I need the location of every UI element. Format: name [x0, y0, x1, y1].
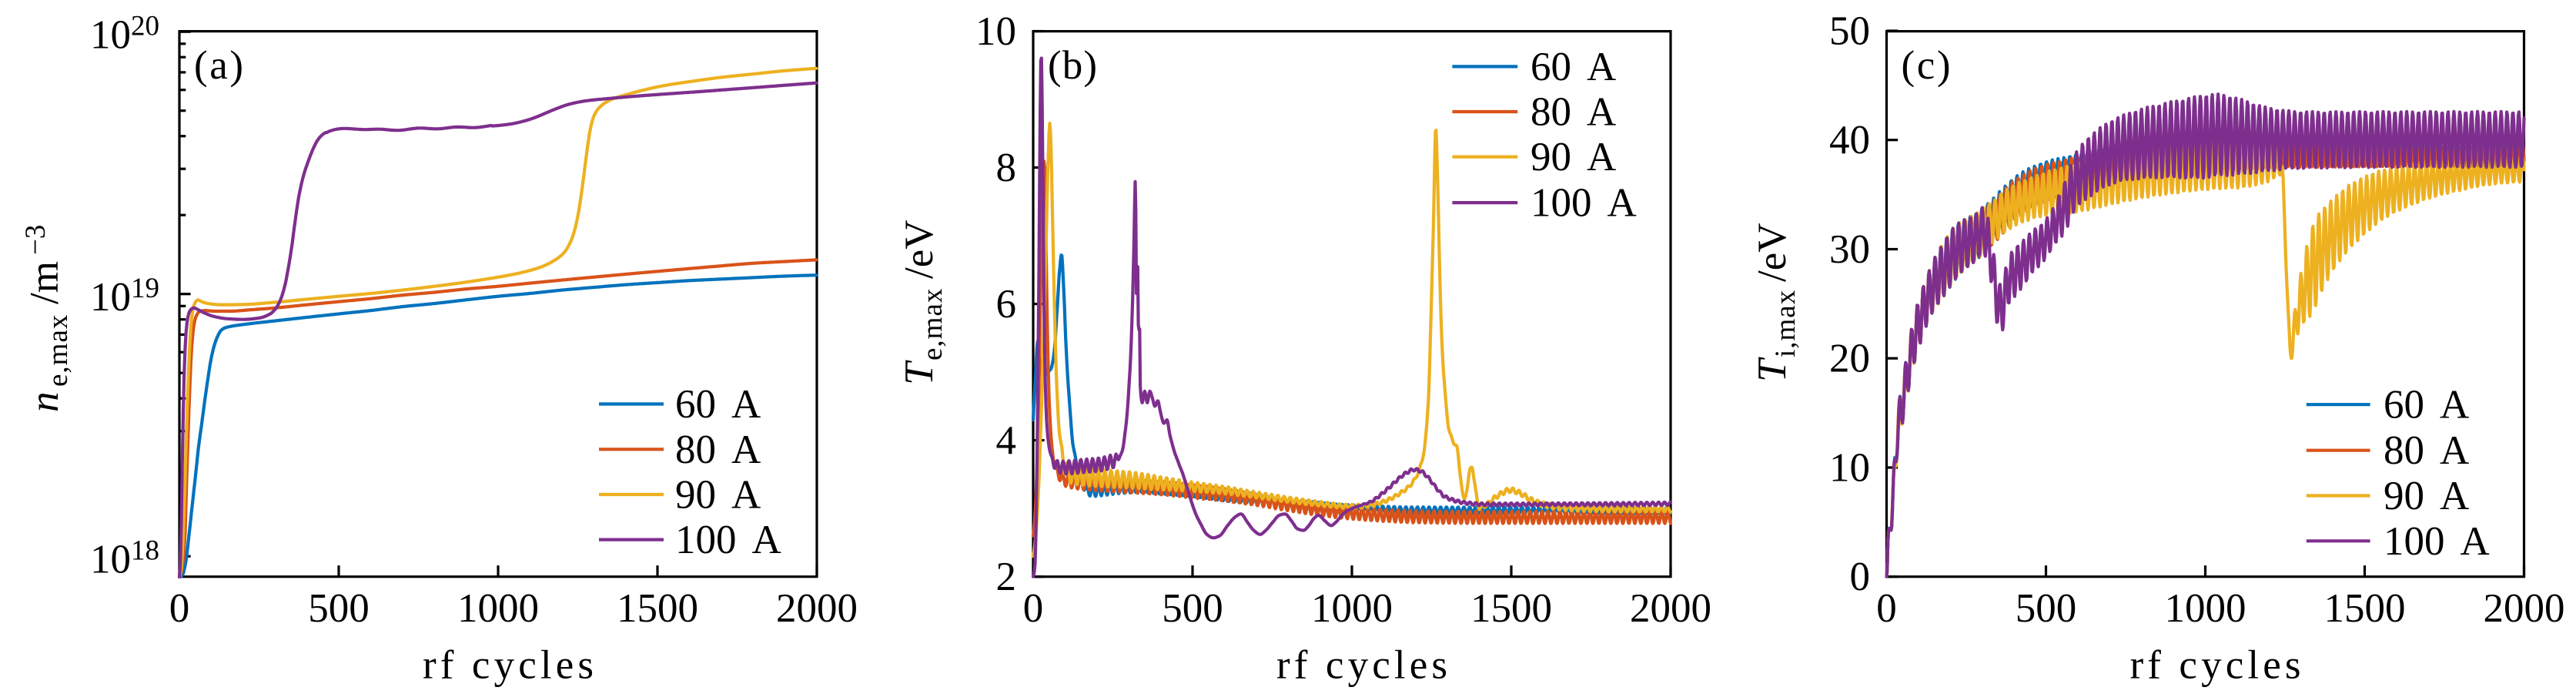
svg-text:rf cycles: rf cycles — [1276, 643, 1447, 688]
svg-text:/eV: /eV — [1750, 223, 1795, 282]
svg-text:(a): (a) — [194, 43, 243, 88]
svg-text:40: 40 — [1829, 118, 1870, 163]
svg-text:2000: 2000 — [776, 586, 858, 631]
svg-text:2000: 2000 — [1630, 586, 1711, 631]
svg-text:(b): (b) — [1048, 43, 1097, 88]
svg-text:500: 500 — [2016, 586, 2077, 631]
svg-text:0: 0 — [1850, 555, 1871, 599]
svg-text:1000: 1000 — [457, 586, 539, 631]
svg-text:T: T — [897, 360, 942, 385]
svg-text:0: 0 — [169, 586, 190, 631]
svg-text:rf cycles: rf cycles — [2130, 643, 2301, 688]
svg-text:(c): (c) — [1902, 43, 1951, 88]
svg-text:8: 8 — [996, 146, 1017, 190]
svg-text:1000: 1000 — [2165, 586, 2246, 631]
svg-text:1500: 1500 — [2324, 586, 2406, 631]
svg-text:i,max: i,max — [1770, 290, 1802, 357]
svg-text:10: 10 — [975, 9, 1016, 54]
svg-text:20: 20 — [1829, 337, 1870, 381]
svg-text:1500: 1500 — [617, 586, 698, 631]
svg-text:500: 500 — [1162, 586, 1223, 631]
svg-text:2000: 2000 — [2484, 586, 2565, 631]
svg-text:0: 0 — [1876, 586, 1897, 631]
svg-text:rf cycles: rf cycles — [423, 643, 594, 688]
svg-text:e,max: e,max — [917, 288, 948, 360]
svg-text:80A: 80 A — [675, 427, 761, 472]
svg-text:1500: 1500 — [1470, 586, 1552, 631]
svg-text:T: T — [1750, 357, 1795, 382]
svg-text:50: 50 — [1829, 9, 1870, 54]
svg-text:e,max: e,max — [42, 314, 74, 387]
svg-text:/m: /m — [22, 261, 67, 304]
svg-text:30: 30 — [1829, 227, 1870, 272]
svg-text:1018: 1018 — [90, 535, 159, 582]
svg-text:2: 2 — [996, 555, 1017, 599]
svg-text:1000: 1000 — [1311, 586, 1393, 631]
svg-text:4: 4 — [996, 418, 1017, 463]
svg-text:10: 10 — [1829, 446, 1870, 491]
svg-text:6: 6 — [996, 282, 1017, 327]
svg-text:500: 500 — [308, 586, 370, 631]
svg-text:−3: −3 — [20, 225, 52, 255]
svg-text:0: 0 — [1023, 586, 1044, 631]
svg-text:n: n — [22, 392, 67, 413]
svg-text:/eV: /eV — [897, 220, 942, 279]
